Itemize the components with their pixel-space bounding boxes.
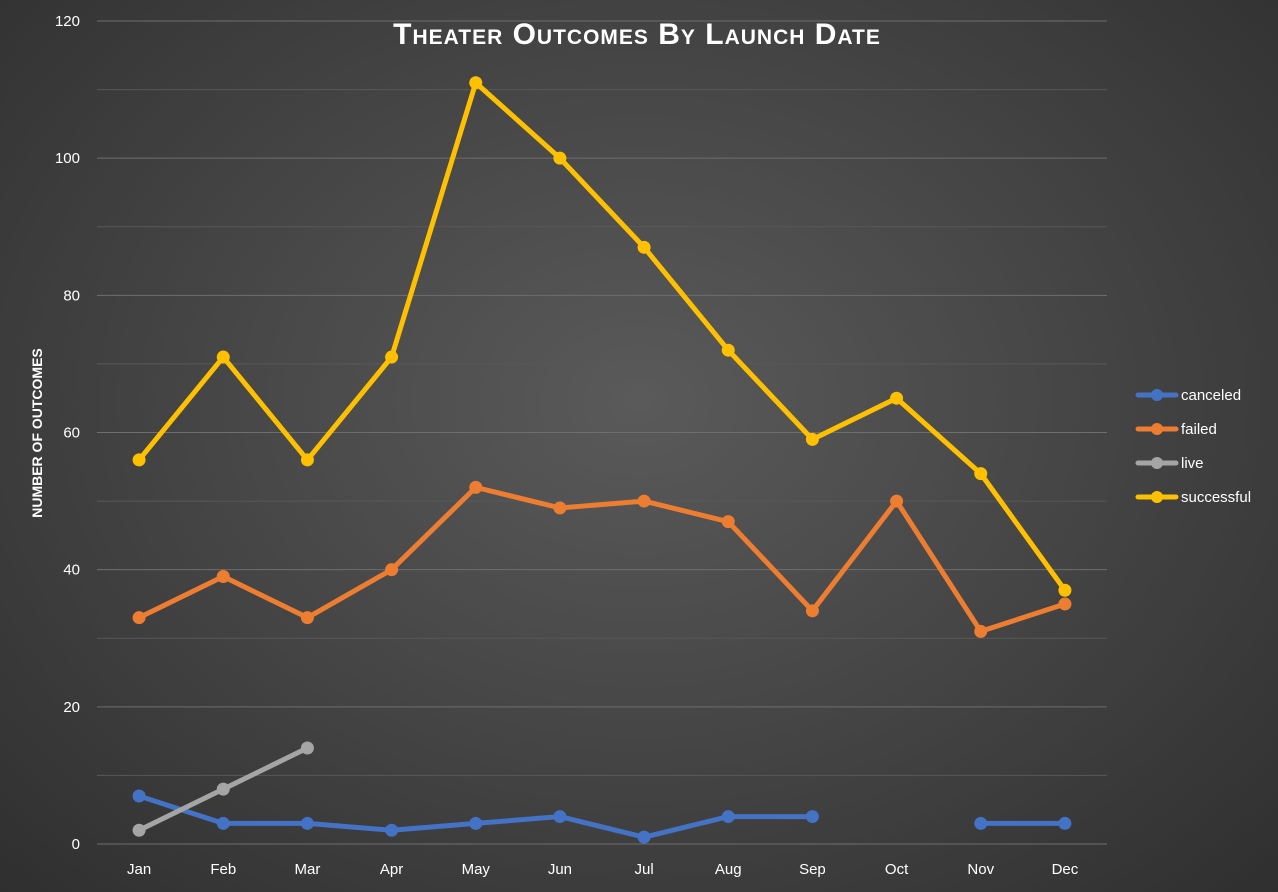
- data-point: [385, 350, 399, 364]
- data-point: [974, 624, 988, 638]
- data-point: [1058, 816, 1072, 830]
- x-tick-label: Jan: [127, 861, 151, 878]
- legend: canceled failed live successful: [1135, 387, 1251, 506]
- series-successful: [132, 76, 1072, 597]
- x-tick-label: Oct: [885, 861, 909, 878]
- y-tick-label: 100: [55, 150, 80, 167]
- series-line: [136, 793, 815, 840]
- data-point: [721, 515, 735, 529]
- gridlines: [97, 20, 1107, 845]
- series-line: [136, 80, 1068, 593]
- data-point: [385, 823, 399, 837]
- data-point: [553, 501, 567, 515]
- legend-swatch-marker: [1151, 491, 1163, 503]
- legend-item-successful: successful: [1135, 489, 1251, 506]
- legend-label: failed: [1181, 421, 1217, 438]
- data-point: [132, 611, 146, 625]
- data-point: [216, 570, 230, 584]
- x-tick-label: May: [462, 861, 491, 878]
- data-point: [890, 494, 904, 508]
- legend-item-canceled: canceled: [1135, 387, 1241, 404]
- x-tick-label: Jun: [548, 861, 572, 878]
- data-point: [216, 816, 230, 830]
- data-point: [300, 741, 314, 755]
- data-point: [216, 350, 230, 364]
- data-point: [974, 816, 988, 830]
- series-canceled: [132, 789, 1072, 844]
- data-point: [805, 432, 819, 446]
- data-point: [469, 816, 483, 830]
- series-line: [136, 484, 1068, 634]
- legend-item-failed: failed: [1135, 421, 1217, 438]
- data-point: [553, 810, 567, 824]
- legend-label: successful: [1181, 489, 1251, 506]
- x-tick-label: Aug: [715, 861, 742, 878]
- data-point: [974, 467, 988, 481]
- y-tick-label: 120: [55, 13, 80, 30]
- data-point: [1058, 583, 1072, 597]
- x-axis-ticks: Jan Feb Mar Apr May Jun Jul Aug Sep Oct Nov Dec: [127, 861, 1079, 878]
- legend-swatch-marker: [1151, 423, 1163, 435]
- x-tick-label: Dec: [1052, 861, 1079, 878]
- data-point: [721, 343, 735, 357]
- data-point: [469, 76, 483, 90]
- data-point: [132, 453, 146, 467]
- series-live: [132, 741, 314, 837]
- data-point: [721, 810, 735, 824]
- x-tick-label: Jul: [634, 861, 653, 878]
- x-tick-label: Mar: [294, 861, 320, 878]
- legend-swatch-marker: [1151, 457, 1163, 469]
- data-point: [132, 823, 146, 837]
- legend-label: live: [1181, 455, 1204, 472]
- chart-title: Theater Outcomes By Launch Date: [393, 18, 881, 51]
- series-failed: [132, 480, 1072, 638]
- y-axis-title: NUMBER OF OUTCOMES: [29, 348, 45, 518]
- x-tick-label: Apr: [380, 861, 403, 878]
- x-tick-label: Feb: [210, 861, 236, 878]
- plot-series: [132, 76, 1072, 844]
- data-point: [890, 391, 904, 405]
- data-point: [385, 563, 399, 577]
- data-point: [216, 782, 230, 796]
- y-axis-ticks: 0 20 40 60 80 100 120: [55, 13, 80, 853]
- y-tick-label: 0: [72, 836, 80, 853]
- legend-label: canceled: [1181, 387, 1241, 404]
- data-point: [805, 810, 819, 824]
- data-point: [637, 830, 651, 844]
- data-point: [805, 604, 819, 618]
- legend-item-live: live: [1135, 455, 1204, 472]
- data-point: [300, 611, 314, 625]
- x-tick-label: Nov: [967, 861, 994, 878]
- y-tick-label: 40: [63, 562, 80, 579]
- data-point: [553, 151, 567, 165]
- data-point: [1058, 597, 1072, 611]
- data-point: [300, 816, 314, 830]
- x-tick-label: Sep: [799, 861, 826, 878]
- legend-swatch-marker: [1151, 389, 1163, 401]
- data-point: [637, 494, 651, 508]
- data-point: [637, 240, 651, 254]
- y-tick-label: 60: [63, 425, 80, 442]
- y-tick-label: 20: [63, 699, 80, 716]
- data-point: [469, 480, 483, 494]
- data-point: [132, 789, 146, 803]
- data-point: [300, 453, 314, 467]
- y-tick-label: 80: [63, 287, 80, 304]
